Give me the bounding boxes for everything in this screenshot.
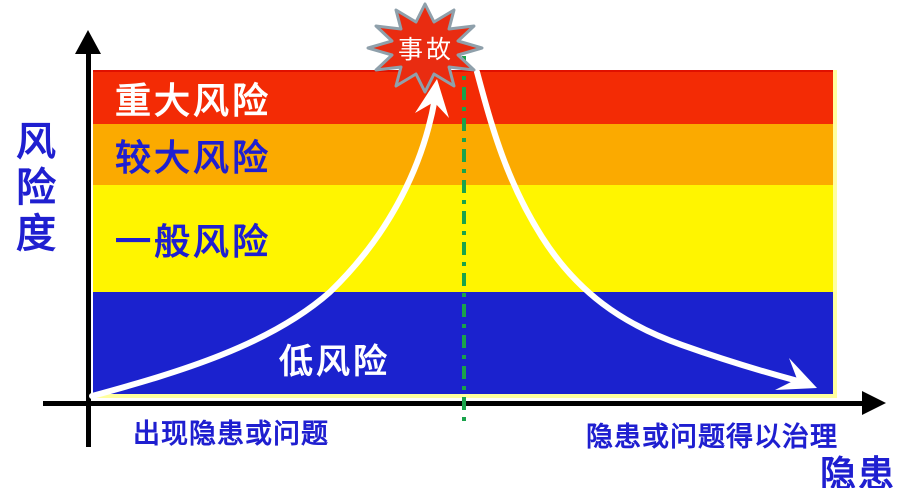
rising-curve-arrowhead-icon [415,79,449,118]
band-low-risk-label: 低风险 [279,342,390,382]
band-general-risk-label: 一般风险 [115,221,272,263]
phase-right-label: 隐患或问题得以治理 [586,422,838,453]
falling-curve-arrowhead-icon [775,358,817,390]
falling-risk-curve [474,69,801,384]
accident-burst-label: 事故 [398,35,454,64]
x-axis-label: 隐患 [820,454,897,488]
band-major-risk-label: 重大风险 [115,81,272,122]
y-axis-label: 风险度 [9,120,55,258]
y-axis-line [86,46,91,447]
rising-risk-curve [89,95,438,399]
accident-burst-shape [366,2,484,94]
phase-left-label: 出现隐患或问题 [133,419,329,450]
x-axis-arrowhead-icon [862,391,886,415]
x-axis-line [43,401,865,406]
y-axis-arrowhead-icon [75,30,101,54]
accident-burst: 事故 [366,2,484,94]
band-larger-risk-label: 较大风险 [115,137,272,179]
